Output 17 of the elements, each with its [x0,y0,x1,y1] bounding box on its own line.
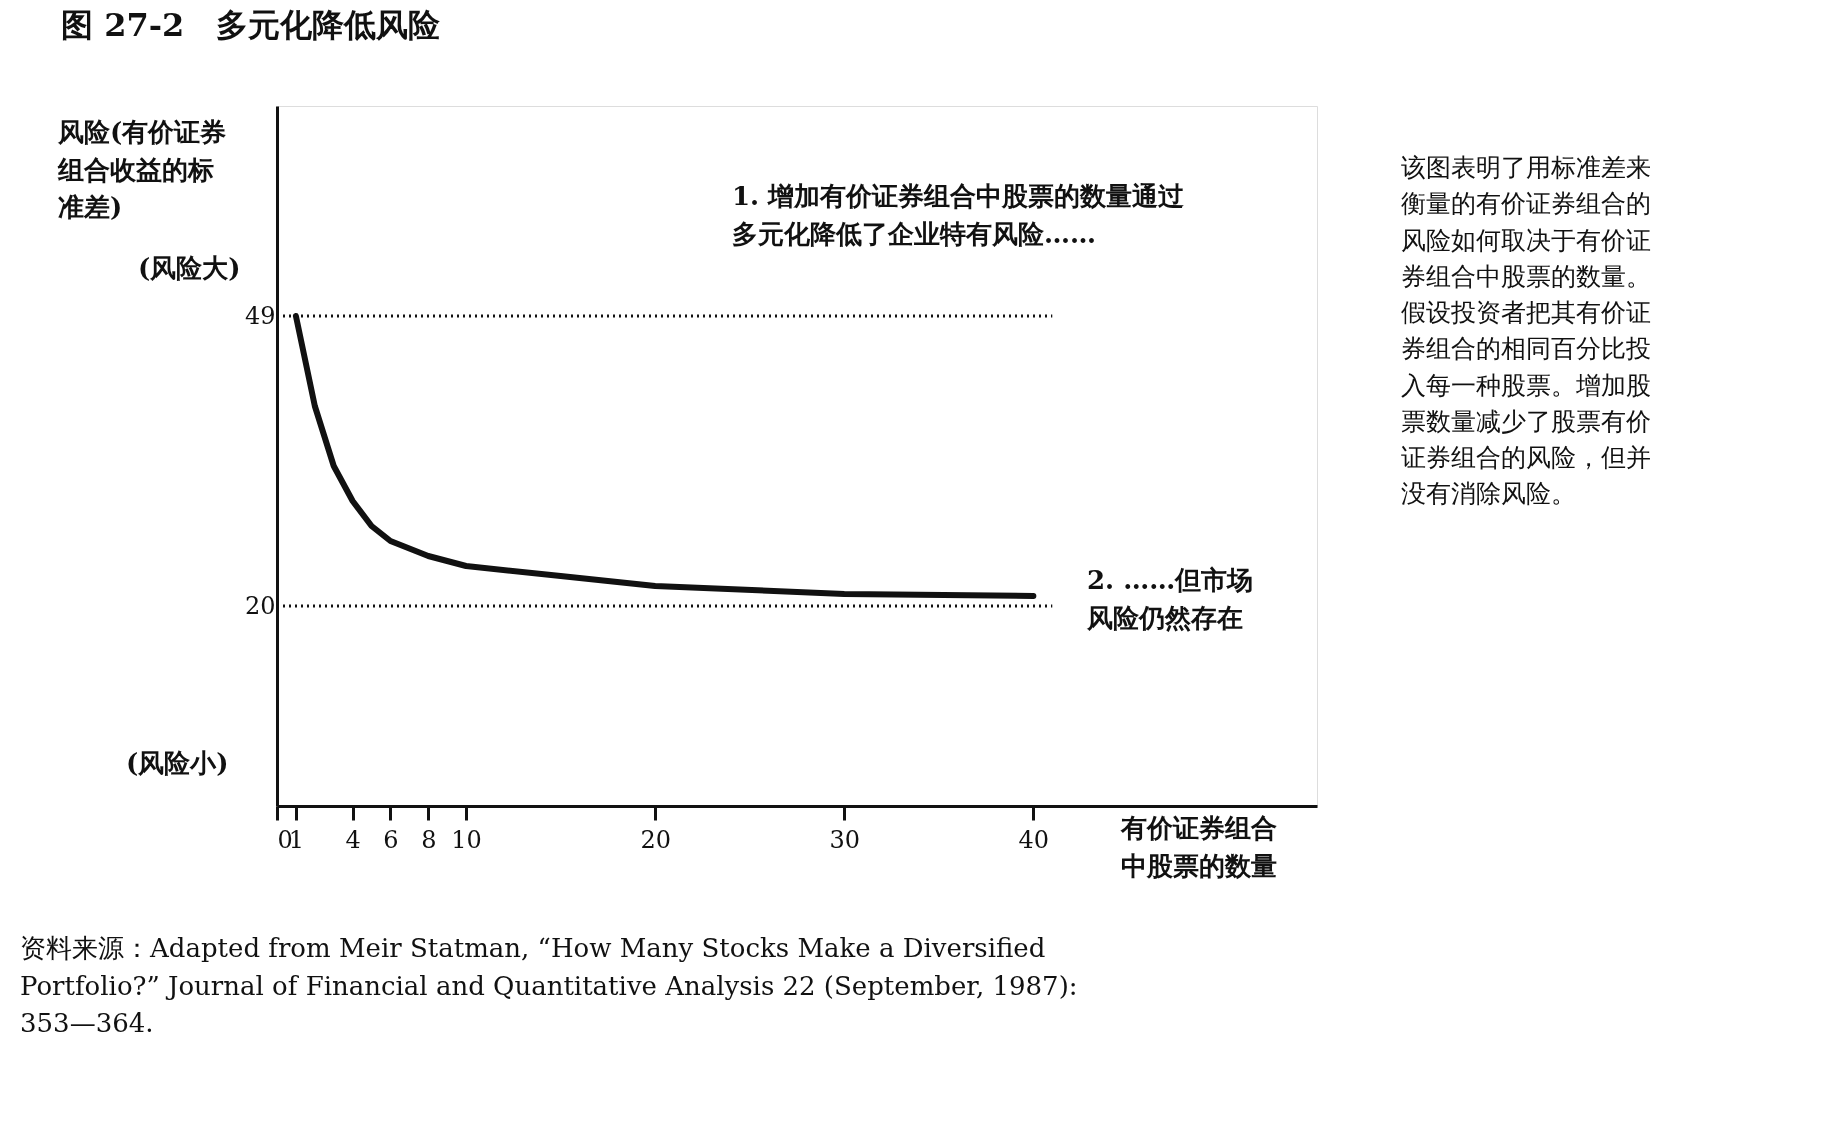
x-tick-label: 8 [421,825,437,854]
x-tick-label: 6 [383,825,399,854]
x-tick-label: 10 [451,825,482,854]
annotation: 2. ……但市场风险仍然存在 [1086,565,1254,633]
text: (风险大) [138,253,241,283]
text: 该图表明了用标准差来衡量的有价证券组合的风险如何取决于有价证券组合中股票的数量。假设投资者把其有价证券组合的相同百分比投入每一种股票。增加股票数量减少了股票有价证券组合的风险，但并没有消除风险。 [1401,153,1651,509]
y-axis-title: 风险(有价证券组合收益的标准差) [57,117,227,223]
text: (风险小) [126,748,229,778]
x-tick-label: 40 [1018,825,1050,854]
annotation: 1. 增加有价证券组合中股票的数量通过多元化降低了企业特有风险…… [732,181,1185,249]
y-tick-label: 49 [244,301,276,330]
x-tick-label: 4 [345,825,361,854]
x-axis-title: 有价证券组合中股票的数量 [1120,813,1277,881]
chart-title: 图 27-2 多元化降低风险 [61,6,441,44]
x-tick-label: 30 [829,825,861,854]
x-tick-label: 20 [640,825,671,854]
text: 资料来源：Adapted from Meir Statman, “How Many Stocks Make a Diversified Portfolio?” Journal of Financial and Quantitative Analysis 22 (September, 1987): 353—364. [20,933,1078,1039]
